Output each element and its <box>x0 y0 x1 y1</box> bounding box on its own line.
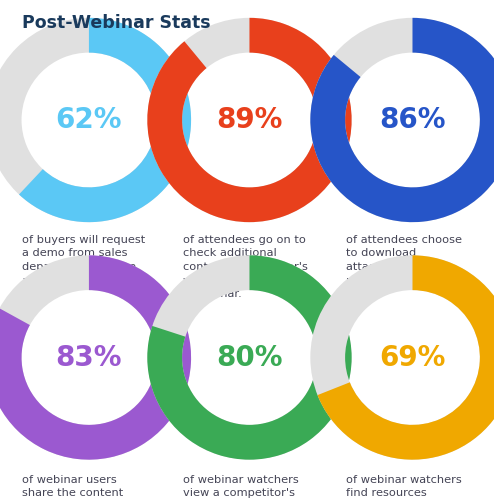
Wedge shape <box>147 18 352 222</box>
Text: of attendees go on to
check additional
content on a vendor's
website after viewi: of attendees go on to check additional c… <box>183 234 308 299</box>
Text: of webinar watchers
find resources
beneficial when
watching webinars.: of webinar watchers find resources benef… <box>346 474 461 500</box>
Text: 86%: 86% <box>379 106 446 134</box>
Text: 89%: 89% <box>216 106 283 134</box>
Wedge shape <box>0 18 191 222</box>
Text: of attendees choose
to download
attachments or
resources.: of attendees choose to download attachme… <box>346 234 462 286</box>
Wedge shape <box>0 256 191 460</box>
Wedge shape <box>310 256 494 460</box>
Text: 69%: 69% <box>379 344 446 371</box>
Text: 83%: 83% <box>56 344 122 371</box>
Text: of buyers will request
a demo from sales
departments after a
webinar.: of buyers will request a demo from sales… <box>22 234 145 286</box>
Text: Post-Webinar Stats: Post-Webinar Stats <box>22 14 211 32</box>
Text: 62%: 62% <box>56 106 122 134</box>
Wedge shape <box>147 18 352 222</box>
Wedge shape <box>310 18 494 222</box>
Wedge shape <box>0 256 191 460</box>
Text: of webinar watchers
view a competitor's
content.: of webinar watchers view a competitor's … <box>183 474 298 500</box>
Wedge shape <box>147 256 352 460</box>
Text: of webinar users
share the content
with colleagues.: of webinar users share the content with … <box>22 474 124 500</box>
Wedge shape <box>19 18 191 222</box>
Wedge shape <box>310 18 494 222</box>
Text: 80%: 80% <box>216 344 283 371</box>
Wedge shape <box>147 256 352 460</box>
Wedge shape <box>318 256 494 460</box>
